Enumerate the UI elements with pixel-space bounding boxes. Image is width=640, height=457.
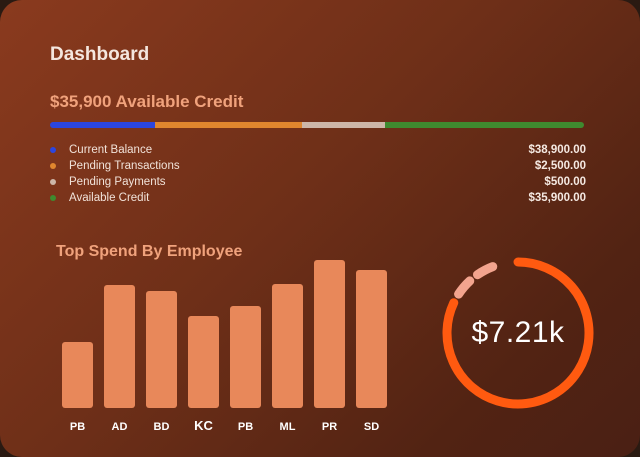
credit-bar-segment-pending-transactions (154, 122, 302, 128)
spend-bar-bd[interactable] (146, 291, 177, 408)
spend-bar-label: SD (364, 421, 379, 433)
legend-dot-icon (50, 163, 56, 169)
legend-value: $500.00 (544, 176, 586, 188)
legend-item-pending-transactions: Pending Transactions $2,500.00 (50, 158, 586, 174)
spend-bar-ad[interactable] (104, 285, 135, 408)
credit-breakdown-bar (50, 122, 584, 128)
legend-label: Available Credit (69, 192, 150, 204)
spend-bar-sd[interactable] (356, 270, 387, 408)
spend-bar-label: ML (280, 421, 296, 433)
credit-bar-segment-pending-payments (301, 122, 386, 128)
spend-bar-label: KC (194, 418, 213, 433)
legend-label: Pending Transactions (69, 160, 180, 172)
gauge-accent-arc (472, 262, 498, 280)
legend-label: Pending Payments (69, 176, 166, 188)
spend-bar-ml[interactable] (272, 284, 303, 408)
legend-item-available-credit: Available Credit $35,900.00 (50, 190, 586, 206)
legend-label: Current Balance (69, 144, 153, 156)
credit-legend: Current Balance $38,900.00 Pending Trans… (50, 142, 586, 206)
credit-bar-segment-available-credit (385, 122, 584, 128)
legend-value: $35,900.00 (528, 192, 586, 204)
spend-bar-pb[interactable] (62, 342, 93, 408)
spend-bar-label: PB (238, 421, 253, 433)
legend-value: $38,900.00 (528, 144, 586, 156)
page-title: Dashboard (50, 44, 150, 65)
legend-item-current-balance: Current Balance $38,900.00 (50, 142, 586, 158)
gauge-accent-arc (454, 276, 475, 299)
top-spend-heading: Top Spend By Employee (56, 243, 243, 260)
spend-bar-label: BD (154, 421, 170, 433)
available-credit-heading: $35,900 Available Credit (50, 92, 244, 111)
legend-dot-icon (50, 147, 56, 153)
spend-bar-label: AD (112, 421, 128, 433)
legend-item-pending-payments: Pending Payments $500.00 (50, 174, 586, 190)
spend-bar-pr[interactable] (314, 260, 345, 408)
spend-bar-label: PR (322, 421, 337, 433)
spend-bar-kc[interactable] (188, 316, 219, 408)
spend-bar-label: PB (70, 421, 85, 433)
spend-bar-pb[interactable] (230, 306, 261, 408)
legend-value: $2,500.00 (534, 160, 586, 172)
legend-dot-icon (50, 195, 56, 201)
credit-bar-segment-current-balance (50, 122, 155, 128)
gauge-main-arc (442, 257, 594, 409)
legend-dot-icon (50, 179, 56, 185)
spend-gauge (442, 257, 594, 409)
gauge-value: $7.21k (471, 316, 565, 349)
